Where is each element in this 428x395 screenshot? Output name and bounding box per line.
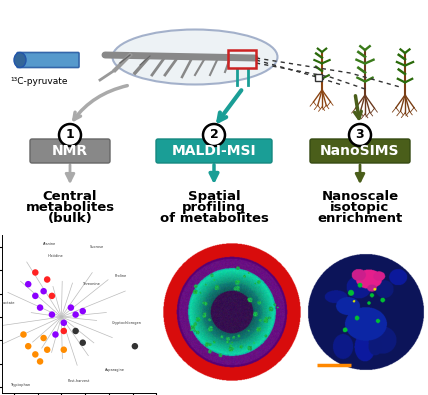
Point	[37, 358, 44, 365]
Text: Asparagine: Asparagine	[105, 368, 125, 372]
Bar	[315, 74, 322, 81]
Point	[131, 343, 138, 349]
Point	[48, 293, 55, 299]
Point	[44, 346, 51, 353]
FancyBboxPatch shape	[30, 139, 110, 163]
FancyBboxPatch shape	[156, 139, 272, 163]
Text: of metabolites: of metabolites	[160, 212, 268, 225]
Point	[60, 328, 67, 334]
Bar	[228, 50, 256, 68]
Point	[68, 305, 74, 311]
Point	[32, 269, 39, 276]
Text: NanoSIMS: NanoSIMS	[320, 144, 400, 158]
Point	[79, 308, 86, 314]
Text: 1: 1	[65, 128, 74, 141]
Text: enrichment: enrichment	[318, 212, 403, 225]
Point	[20, 331, 27, 338]
Text: NMR: NMR	[52, 144, 88, 158]
Text: Histidine: Histidine	[48, 254, 63, 258]
Point	[48, 311, 55, 318]
Point	[37, 305, 44, 311]
Circle shape	[349, 124, 371, 146]
Point	[44, 276, 51, 283]
Text: ¹³C-pyruvate: ¹³C-pyruvate	[10, 77, 68, 86]
Point	[32, 351, 39, 357]
Text: metabolites: metabolites	[25, 201, 115, 214]
Point	[25, 343, 32, 349]
Text: Alanine: Alanine	[43, 243, 56, 246]
Point	[32, 293, 39, 299]
Point	[60, 320, 67, 326]
Point	[40, 335, 47, 341]
Text: isotopic: isotopic	[330, 201, 389, 214]
Circle shape	[203, 124, 225, 146]
Text: Tryptophan: Tryptophan	[10, 383, 30, 387]
Text: Cryptochlorogen: Cryptochlorogen	[112, 321, 142, 325]
Text: Proline: Proline	[115, 274, 127, 278]
Point	[40, 288, 47, 294]
Text: (bulk): (bulk)	[48, 212, 92, 225]
Point	[60, 346, 67, 353]
Text: Spatial: Spatial	[188, 190, 240, 203]
Ellipse shape	[14, 53, 26, 68]
Text: Lactate: Lactate	[1, 301, 15, 305]
Text: Sucrose: Sucrose	[90, 245, 104, 249]
Text: MALDI-MSI: MALDI-MSI	[172, 144, 256, 158]
Text: Threonine: Threonine	[82, 282, 100, 286]
Text: Nanoscale: Nanoscale	[321, 190, 398, 203]
Text: Central: Central	[43, 190, 97, 203]
Point	[79, 340, 86, 346]
Text: 3: 3	[356, 128, 364, 141]
Point	[52, 331, 59, 338]
Text: 2: 2	[210, 128, 218, 141]
Point	[72, 328, 79, 334]
FancyBboxPatch shape	[310, 139, 410, 163]
FancyBboxPatch shape	[17, 53, 79, 68]
Circle shape	[59, 124, 81, 146]
Text: profiling: profiling	[182, 201, 246, 214]
Ellipse shape	[113, 30, 277, 85]
Text: Post-harvest: Post-harvest	[68, 379, 90, 383]
Point	[25, 281, 32, 287]
Point	[72, 311, 79, 318]
